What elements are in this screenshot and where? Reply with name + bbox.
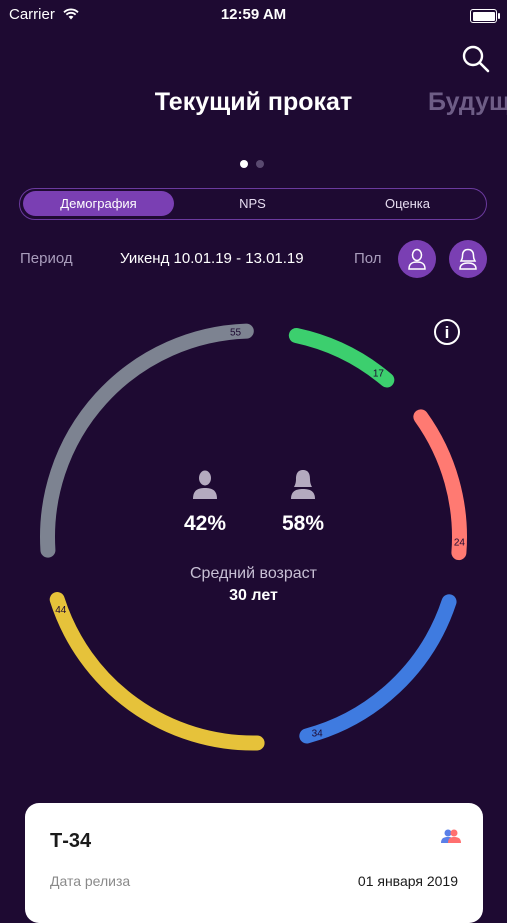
page-indicator [240, 155, 272, 173]
avg-age-label: Средний возраст [190, 565, 317, 582]
release-date-value: 01 января 2019 [357, 873, 458, 889]
ring-segment [413, 409, 467, 561]
ring-value-label: 17 [373, 369, 385, 380]
battery-icon [470, 9, 500, 23]
male-icon [193, 470, 217, 499]
page-title: Текущий прокат [154, 88, 353, 116]
ring-segment [299, 594, 457, 744]
ring-segment [49, 592, 265, 751]
ring-segment [40, 323, 254, 558]
segmented-control: Демография NPS Оценка [19, 188, 487, 220]
clock: 12:59 AM [220, 6, 287, 23]
age-ring-chart: 17 24 34 44 55 [40, 323, 467, 751]
carrier-label: Carrier [9, 6, 55, 23]
gender-label: Пол [354, 250, 382, 267]
ring-value-label: 55 [230, 327, 242, 338]
audience-icon [441, 829, 461, 843]
movie-card[interactable]: Т-34 Дата релиза 01 января 2019 [25, 803, 483, 923]
male-percent: 42% [183, 512, 227, 535]
next-page-title[interactable]: Будущ [428, 88, 507, 116]
male-filter-button[interactable] [398, 240, 436, 278]
search-icon[interactable] [461, 44, 491, 74]
tab-rating[interactable]: Оценка [384, 196, 431, 211]
ring-segment [288, 328, 395, 388]
page-dot-active [240, 160, 248, 168]
ring-value-label: 44 [55, 605, 67, 616]
ring-value-label: 34 [312, 728, 324, 739]
wifi-icon [63, 8, 79, 20]
page-dot [256, 160, 264, 168]
info-icon[interactable]: i [434, 319, 460, 345]
movie-title: Т-34 [50, 830, 92, 852]
avg-age-value: 30 лет [229, 587, 278, 604]
ring-value-label: 24 [454, 537, 466, 548]
tab-nps[interactable]: NPS [239, 196, 266, 211]
release-date-label: Дата релиза [50, 873, 131, 889]
female-icon [291, 470, 315, 499]
period-selector[interactable]: Уикенд 10.01.19 - 13.01.19 [120, 250, 304, 267]
female-icon [459, 248, 477, 270]
male-icon [408, 248, 426, 270]
period-label: Период [20, 250, 73, 267]
female-filter-button[interactable] [449, 240, 487, 278]
female-percent: 58% [281, 512, 325, 535]
status-bar: Carrier 12:59 AM [0, 4, 507, 24]
tab-demography[interactable]: Демография [23, 191, 174, 216]
